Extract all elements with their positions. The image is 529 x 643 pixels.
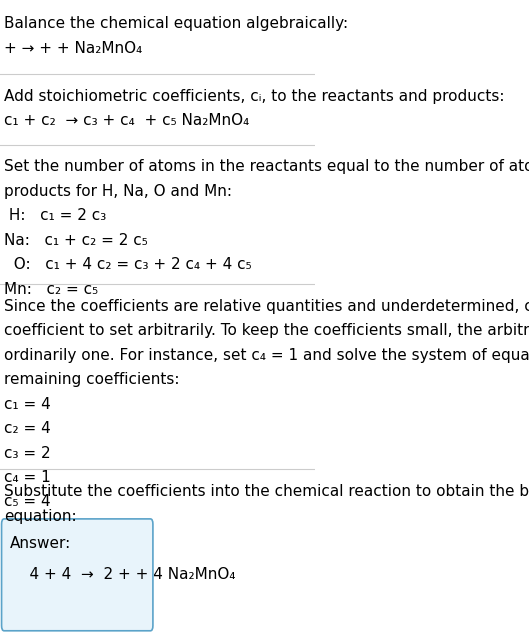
Text: c₂ = 4: c₂ = 4 xyxy=(4,421,51,436)
Text: Since the coefficients are relative quantities and underdetermined, choose a: Since the coefficients are relative quan… xyxy=(4,299,529,314)
Text: Answer:: Answer: xyxy=(10,536,71,550)
Text: ordinarily one. For instance, set c₄ = 1 and solve the system of equations for t: ordinarily one. For instance, set c₄ = 1… xyxy=(4,348,529,363)
Text: c₃ = 2: c₃ = 2 xyxy=(4,446,51,460)
Text: coefficient to set arbitrarily. To keep the coefficients small, the arbitrary va: coefficient to set arbitrarily. To keep … xyxy=(4,323,529,338)
Text: Substitute the coefficients into the chemical reaction to obtain the balanced: Substitute the coefficients into the che… xyxy=(4,484,529,499)
Text: Add stoichiometric coefficients, cᵢ, to the reactants and products:: Add stoichiometric coefficients, cᵢ, to … xyxy=(4,89,505,104)
Text: + → + + Na₂MnO₄: + → + + Na₂MnO₄ xyxy=(4,41,142,55)
Text: c₅ = 4: c₅ = 4 xyxy=(4,494,51,509)
Text: Balance the chemical equation algebraically:: Balance the chemical equation algebraica… xyxy=(4,16,348,31)
Text: O:   c₁ + 4 c₂ = c₃ + 2 c₄ + 4 c₅: O: c₁ + 4 c₂ = c₃ + 2 c₄ + 4 c₅ xyxy=(4,257,252,272)
Text: c₁ = 4: c₁ = 4 xyxy=(4,397,51,412)
Text: c₄ = 1: c₄ = 1 xyxy=(4,470,51,485)
Text: Set the number of atoms in the reactants equal to the number of atoms in the: Set the number of atoms in the reactants… xyxy=(4,159,529,174)
Text: Mn:   c₂ = c₅: Mn: c₂ = c₅ xyxy=(4,282,98,296)
Text: remaining coefficients:: remaining coefficients: xyxy=(4,372,179,387)
Text: 4 + 4  →  2 + + 4 Na₂MnO₄: 4 + 4 → 2 + + 4 Na₂MnO₄ xyxy=(10,567,235,583)
Text: Na:   c₁ + c₂ = 2 c₅: Na: c₁ + c₂ = 2 c₅ xyxy=(4,233,148,248)
Text: c₁ + c₂  → c₃ + c₄  + c₅ Na₂MnO₄: c₁ + c₂ → c₃ + c₄ + c₅ Na₂MnO₄ xyxy=(4,113,249,128)
Text: H:   c₁ = 2 c₃: H: c₁ = 2 c₃ xyxy=(4,208,106,223)
Text: products for H, Na, O and Mn:: products for H, Na, O and Mn: xyxy=(4,184,232,199)
FancyBboxPatch shape xyxy=(2,519,153,631)
Text: equation:: equation: xyxy=(4,509,77,523)
